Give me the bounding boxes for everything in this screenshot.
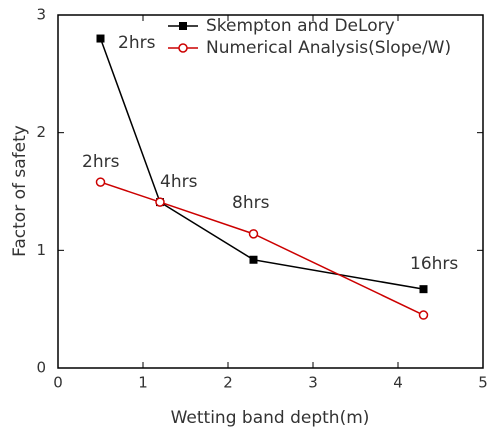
marker bbox=[249, 255, 258, 264]
series-line bbox=[100, 181, 424, 316]
x-tick-label: 3 bbox=[308, 374, 318, 392]
y-tick-label: 3 bbox=[36, 6, 46, 24]
marker bbox=[155, 197, 165, 207]
marker bbox=[95, 177, 106, 187]
annotation: 16hrs bbox=[410, 254, 458, 274]
legend-marker bbox=[179, 22, 187, 30]
marker bbox=[418, 310, 429, 320]
y-axis-label: Factor of safety bbox=[10, 125, 30, 257]
series-line bbox=[99, 38, 424, 290]
legend-label: Numerical Analysis(Slope/W) bbox=[206, 38, 451, 58]
x-axis-label: Wetting band depth(m) bbox=[171, 408, 370, 428]
x-tick-label: 2 bbox=[223, 374, 233, 392]
annotation: 2hrs bbox=[118, 33, 156, 53]
x-tick-label: 4 bbox=[393, 374, 403, 392]
plot-frame bbox=[57, 14, 484, 369]
x-tick-label: 1 bbox=[138, 374, 148, 392]
y-tick-label: 1 bbox=[36, 241, 46, 259]
marker bbox=[96, 34, 105, 43]
annotation: 8hrs bbox=[232, 193, 270, 213]
marker bbox=[419, 285, 428, 294]
legend-label: Skempton and DeLory bbox=[206, 16, 395, 36]
annotation: 4hrs bbox=[160, 172, 198, 192]
annotation: 2hrs bbox=[82, 152, 120, 172]
x-tick-label: 0 bbox=[53, 374, 63, 392]
x-tick-label: 5 bbox=[478, 374, 488, 392]
y-tick-label: 2 bbox=[36, 123, 46, 141]
y-tick-label: 0 bbox=[36, 359, 46, 377]
marker bbox=[248, 229, 259, 239]
legend-marker bbox=[178, 43, 188, 53]
